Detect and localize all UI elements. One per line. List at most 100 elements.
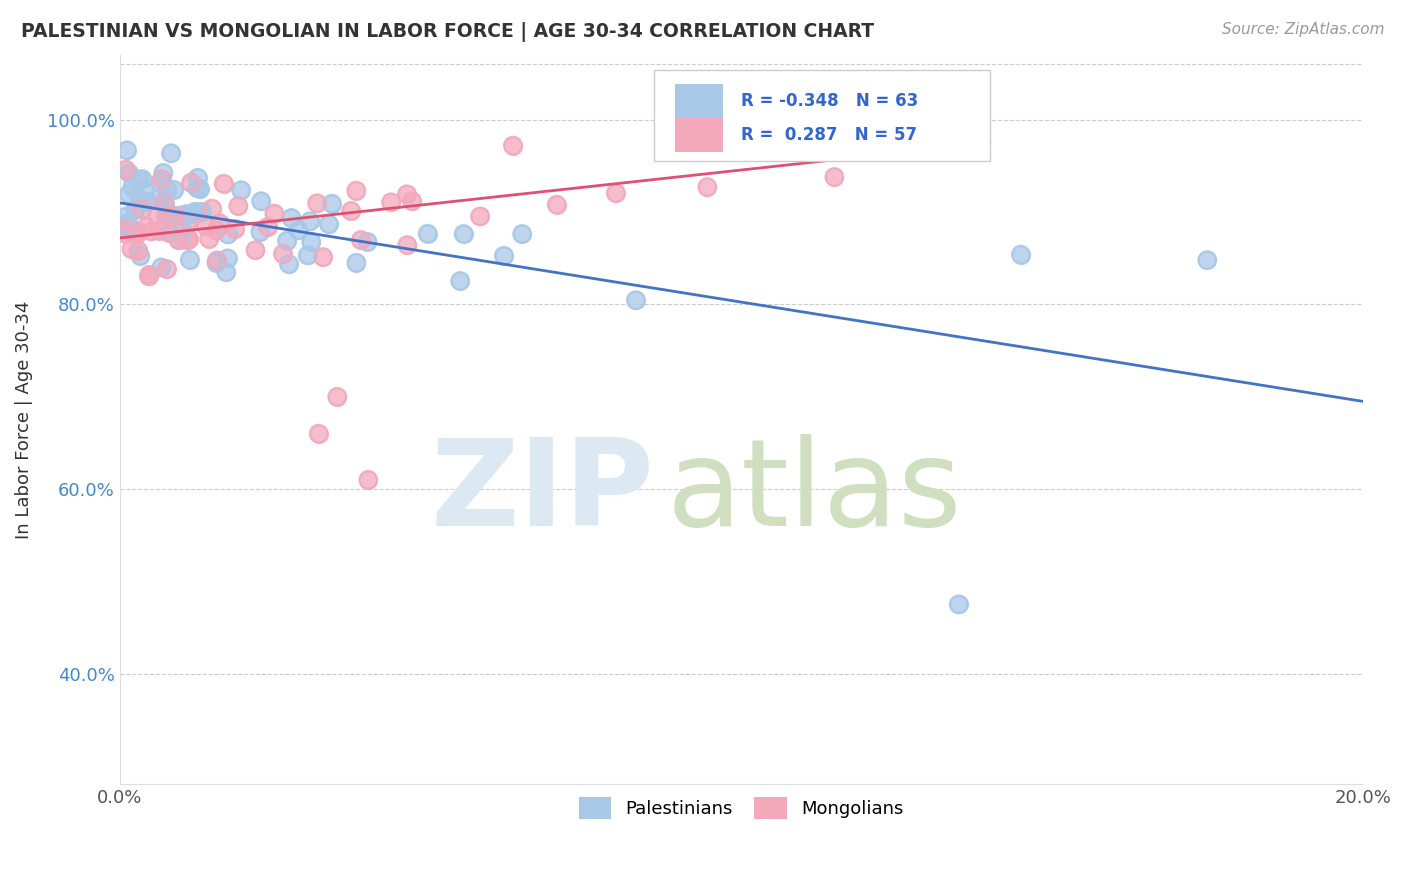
Point xyxy=(226,199,249,213)
Point xyxy=(150,172,173,186)
Point xyxy=(150,260,173,275)
Point xyxy=(121,180,143,194)
Point xyxy=(115,162,138,177)
Point xyxy=(249,225,271,239)
Point xyxy=(125,227,148,242)
Point xyxy=(131,202,153,216)
Point xyxy=(205,253,228,268)
Point xyxy=(117,216,139,230)
Point xyxy=(121,242,143,256)
Point xyxy=(128,192,150,206)
Point xyxy=(401,194,423,208)
Point xyxy=(118,166,141,180)
Point xyxy=(395,187,418,202)
Point xyxy=(152,195,174,210)
Point xyxy=(256,219,278,234)
Point xyxy=(321,196,343,211)
Point xyxy=(115,222,138,236)
Point xyxy=(308,426,330,441)
Point xyxy=(156,205,179,219)
Point xyxy=(212,177,235,191)
Point xyxy=(492,249,515,263)
Point xyxy=(131,202,153,216)
Point xyxy=(344,184,367,198)
Point xyxy=(177,232,200,246)
Point xyxy=(205,223,228,237)
Point xyxy=(115,227,138,241)
Point xyxy=(176,207,198,221)
Point xyxy=(263,206,285,220)
Point xyxy=(380,195,402,210)
Point xyxy=(318,217,340,231)
Point xyxy=(205,253,228,268)
Point xyxy=(129,249,152,263)
Point xyxy=(141,225,163,239)
Point xyxy=(184,204,207,219)
Point xyxy=(245,243,267,257)
Point xyxy=(135,194,157,209)
Point xyxy=(208,216,231,230)
Point xyxy=(287,223,309,237)
Point xyxy=(134,184,156,198)
Point xyxy=(124,202,146,217)
FancyBboxPatch shape xyxy=(654,70,990,161)
Point xyxy=(188,182,211,196)
Point xyxy=(153,196,176,211)
Point xyxy=(186,181,208,195)
Point xyxy=(344,256,367,270)
Point xyxy=(177,215,200,229)
Point xyxy=(131,172,153,186)
Point xyxy=(115,209,138,223)
Point xyxy=(155,209,177,223)
Point xyxy=(1197,253,1219,268)
Point xyxy=(115,219,138,234)
Point xyxy=(159,225,181,239)
Point xyxy=(453,227,475,241)
Point xyxy=(160,146,183,161)
Point xyxy=(149,176,172,190)
Point xyxy=(146,209,169,223)
Point xyxy=(271,246,294,260)
Point xyxy=(152,166,174,180)
Point xyxy=(357,473,380,487)
Point xyxy=(156,182,179,196)
Point xyxy=(277,257,299,271)
Text: Source: ZipAtlas.com: Source: ZipAtlas.com xyxy=(1222,22,1385,37)
Point xyxy=(134,184,156,198)
Point xyxy=(163,183,186,197)
Point xyxy=(169,233,191,247)
Point xyxy=(157,226,180,240)
Point xyxy=(948,598,970,612)
Point xyxy=(176,234,198,248)
Point xyxy=(212,177,235,191)
Point xyxy=(287,223,309,237)
Point xyxy=(208,216,231,230)
Point xyxy=(191,205,214,219)
Point xyxy=(157,209,180,223)
Point xyxy=(217,227,239,242)
Point xyxy=(510,227,533,241)
Y-axis label: In Labor Force | Age 30-34: In Labor Force | Age 30-34 xyxy=(15,301,32,539)
Point xyxy=(146,192,169,206)
Point xyxy=(190,205,212,219)
Point xyxy=(191,205,214,219)
Point xyxy=(468,210,491,224)
Point xyxy=(115,222,138,236)
Point xyxy=(176,207,198,221)
Point xyxy=(155,209,177,223)
Point xyxy=(326,390,349,404)
Point xyxy=(217,227,239,242)
Point xyxy=(205,255,228,269)
Point xyxy=(170,208,193,222)
Point xyxy=(157,209,180,223)
Point xyxy=(823,169,845,184)
Point xyxy=(215,265,238,279)
Point xyxy=(155,261,177,276)
Point xyxy=(194,219,217,234)
Point xyxy=(823,169,845,184)
Point xyxy=(198,232,221,246)
Point xyxy=(146,192,169,206)
Point xyxy=(245,243,267,257)
Point xyxy=(138,268,160,282)
Point xyxy=(129,249,152,263)
